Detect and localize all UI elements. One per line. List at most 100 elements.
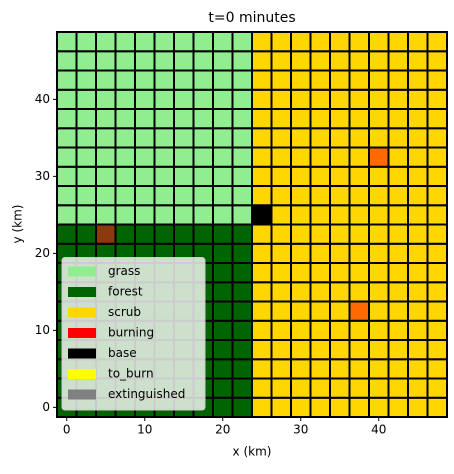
cell <box>231 300 253 322</box>
cell <box>114 204 136 226</box>
cell <box>290 358 312 380</box>
cell <box>387 300 409 322</box>
y-tick-label: 20 <box>35 246 50 260</box>
legend-label: grass <box>108 264 140 278</box>
legend-label: scrub <box>108 305 141 319</box>
cell <box>114 223 136 245</box>
x-tick-label: 0 <box>63 423 71 437</box>
cell <box>368 146 390 168</box>
plot-frame <box>56 31 448 418</box>
cell <box>134 146 156 168</box>
cell <box>368 300 390 322</box>
cell <box>348 204 370 226</box>
cell <box>407 223 429 245</box>
cell <box>290 262 312 284</box>
cell <box>231 50 253 72</box>
cell <box>348 396 370 418</box>
cell <box>387 50 409 72</box>
cell <box>387 281 409 303</box>
cell <box>309 50 331 72</box>
cell <box>407 108 429 130</box>
cell <box>407 242 429 264</box>
cell <box>114 50 136 72</box>
cell <box>426 223 448 245</box>
cell <box>426 262 448 284</box>
cell <box>407 204 429 226</box>
cell <box>270 108 292 130</box>
cell <box>387 358 409 380</box>
cell <box>387 262 409 284</box>
cell <box>114 108 136 130</box>
cell <box>56 108 78 130</box>
cell <box>56 204 78 226</box>
cell <box>270 281 292 303</box>
cell <box>270 69 292 91</box>
cell <box>231 223 253 245</box>
cell <box>134 31 156 53</box>
cell <box>329 281 351 303</box>
cell <box>192 223 214 245</box>
cell <box>368 339 390 361</box>
cell <box>153 127 175 149</box>
cell <box>270 31 292 53</box>
cell <box>426 319 448 341</box>
cell <box>212 242 234 264</box>
cell <box>329 108 351 130</box>
y-tick-label: 0 <box>42 400 50 414</box>
cell <box>290 108 312 130</box>
cell <box>387 108 409 130</box>
cell <box>153 185 175 207</box>
cell <box>348 50 370 72</box>
cell <box>56 127 78 149</box>
legend-swatch <box>68 389 96 400</box>
cell <box>290 339 312 361</box>
cell <box>407 127 429 149</box>
cell <box>173 31 195 53</box>
cell <box>270 242 292 264</box>
legend-label: forest <box>108 285 143 299</box>
cell <box>56 223 78 245</box>
cell <box>270 146 292 168</box>
cell <box>153 69 175 91</box>
cell <box>251 281 273 303</box>
cell <box>212 358 234 380</box>
cell <box>309 108 331 130</box>
cell <box>95 165 117 187</box>
cell <box>56 69 78 91</box>
cell <box>407 358 429 380</box>
cell <box>348 281 370 303</box>
cell <box>290 127 312 149</box>
cell <box>329 319 351 341</box>
cell <box>368 319 390 341</box>
cell <box>231 185 253 207</box>
cell <box>270 358 292 380</box>
cell <box>173 88 195 110</box>
cell <box>426 396 448 418</box>
cell <box>212 108 234 130</box>
cell <box>387 127 409 149</box>
cell <box>251 358 273 380</box>
cell <box>309 185 331 207</box>
cell <box>426 204 448 226</box>
cell <box>251 165 273 187</box>
cell <box>231 165 253 187</box>
cell <box>75 146 97 168</box>
cell <box>251 339 273 361</box>
cell <box>231 146 253 168</box>
cell <box>75 185 97 207</box>
cell <box>231 339 253 361</box>
cell <box>212 281 234 303</box>
cell <box>368 185 390 207</box>
cell <box>270 165 292 187</box>
cell <box>212 69 234 91</box>
cell <box>251 185 273 207</box>
cell <box>251 69 273 91</box>
cell <box>231 69 253 91</box>
cell <box>270 223 292 245</box>
cell <box>309 127 331 149</box>
y-tick-label: 10 <box>35 323 50 337</box>
cell <box>329 31 351 53</box>
cell <box>212 204 234 226</box>
cell <box>348 262 370 284</box>
cell <box>134 88 156 110</box>
